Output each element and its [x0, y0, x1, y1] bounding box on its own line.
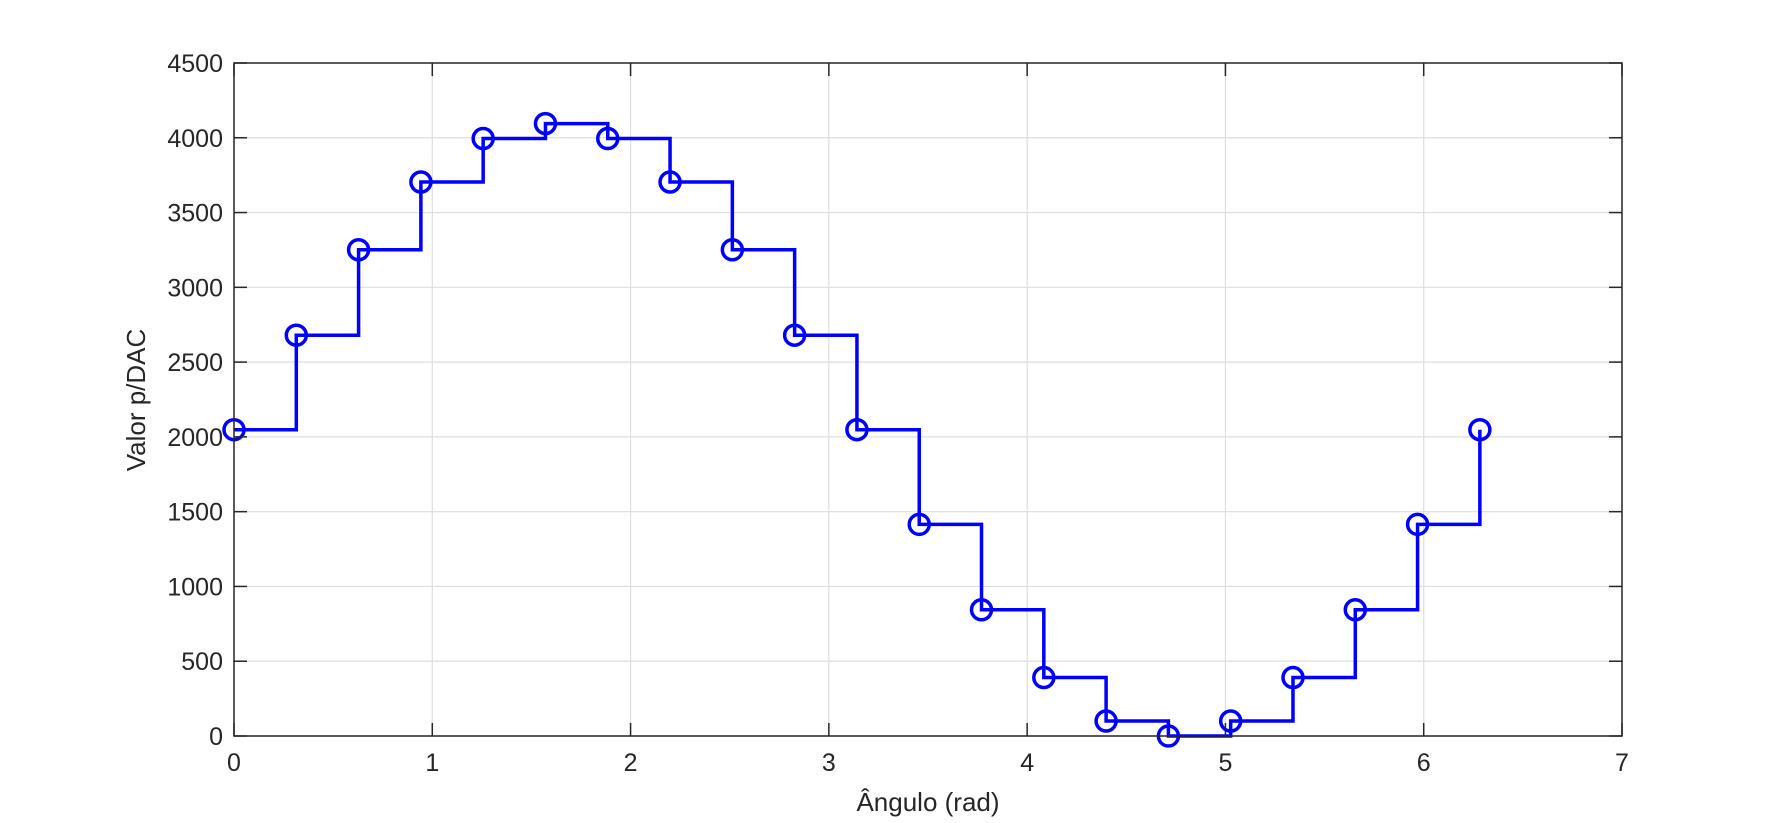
- data-point-marker: [1094, 709, 1118, 733]
- y-tick-label: 3500: [167, 200, 223, 228]
- x-tick-label: 2: [624, 749, 638, 777]
- data-point-marker: [1218, 709, 1243, 733]
- y-tick-label: 4000: [167, 125, 223, 153]
- data-point-marker: [720, 238, 745, 262]
- y-tick-label: 4500: [167, 50, 223, 78]
- x-tick-label: 3: [822, 749, 836, 777]
- series-stairs-line: [234, 121, 1482, 738]
- x-tick-label: 6: [1417, 749, 1431, 777]
- plot-area: [234, 63, 1622, 736]
- x-tick-label: 0: [227, 749, 241, 777]
- data-point-marker: [845, 417, 869, 442]
- data-point-marker: [471, 126, 495, 151]
- data-point-marker: [782, 323, 807, 347]
- data-point-marker: [969, 598, 994, 622]
- y-tick-label: 0: [209, 723, 223, 751]
- data-point-marker: [284, 323, 309, 347]
- y-tick-labels: 0 500 1000 1500 2000 2500 3000 3500 4000 4500: [167, 50, 223, 751]
- x-tick-label: 7: [1615, 749, 1629, 777]
- y-tick-label: 2000: [167, 424, 223, 452]
- x-tick-label: 4: [1020, 749, 1034, 777]
- data-point-marker: [1468, 417, 1492, 442]
- data-point-marker: [533, 111, 558, 136]
- y-axis-label: Valor p/DAC: [121, 329, 151, 472]
- x-tick-labels: 0 1 2 3 4 5 6 7: [227, 749, 1629, 777]
- data-point-marker: [346, 238, 371, 262]
- data-point-marker: [596, 126, 620, 151]
- data-point-marker: [1405, 512, 1430, 537]
- y-tick-label: 3000: [167, 274, 223, 302]
- data-point-marker: [1032, 665, 1056, 690]
- tick-marks: [233, 62, 1623, 737]
- y-tick-label: 1000: [167, 573, 223, 601]
- data-point-marker: [1343, 598, 1368, 622]
- x-tick-label: 5: [1218, 749, 1232, 777]
- axes-box: [233, 62, 1623, 737]
- x-tick-label: 1: [425, 749, 439, 777]
- y-tick-label: 1500: [167, 499, 223, 527]
- data-point-marker: [658, 170, 682, 194]
- y-tick-label: 2500: [167, 349, 223, 377]
- y-tick-label: 500: [181, 648, 223, 676]
- data-point-marker: [1281, 665, 1305, 690]
- x-axis-label: Ângulo (rad): [856, 787, 999, 817]
- data-point-marker: [907, 512, 931, 537]
- data-point-marker: [409, 170, 433, 194]
